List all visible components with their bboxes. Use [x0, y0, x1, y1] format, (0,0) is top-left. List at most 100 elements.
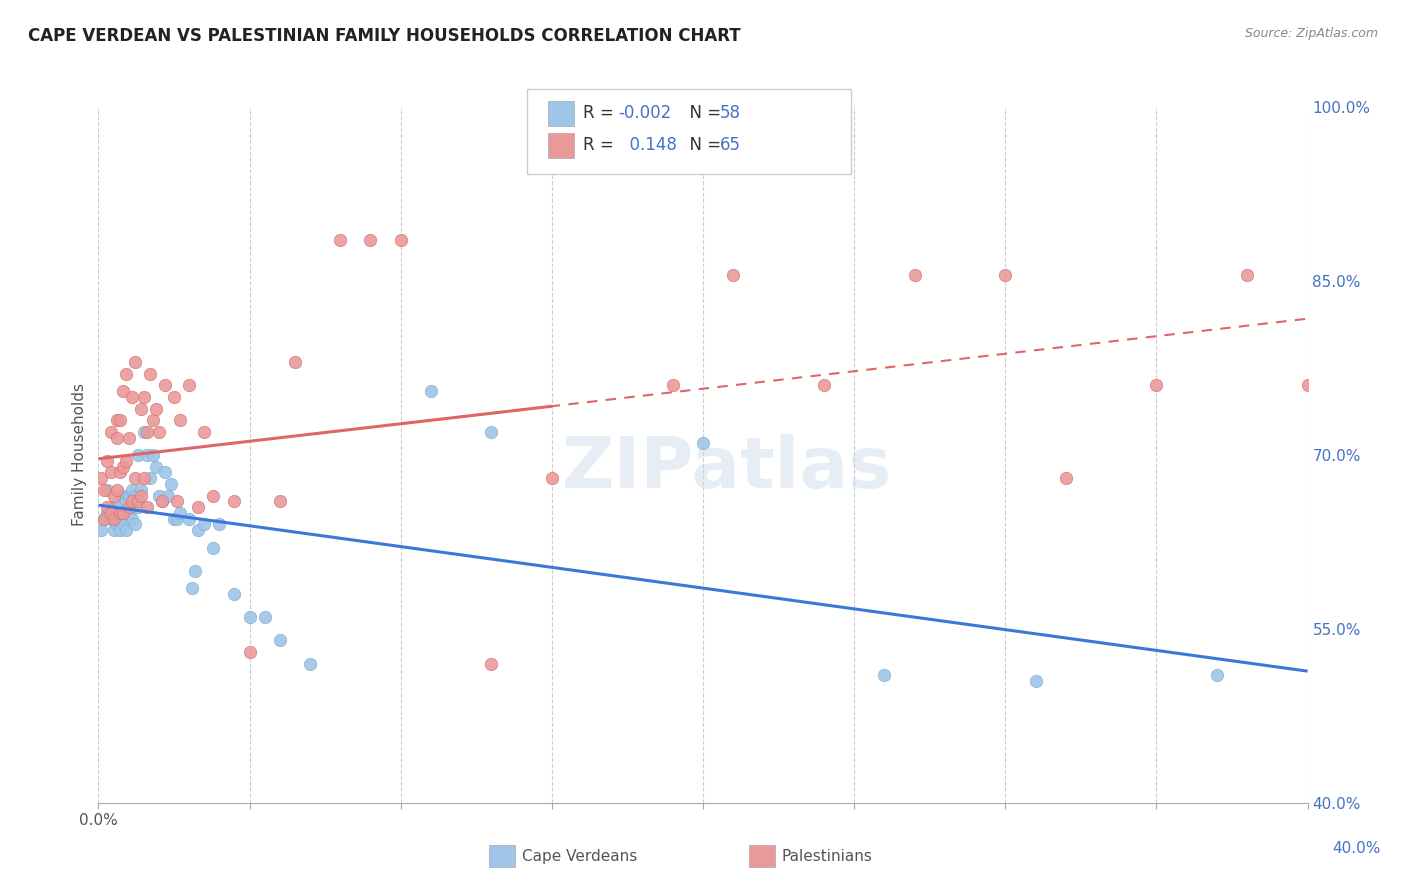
Point — [1054, 471, 1077, 485]
Point — [873, 668, 896, 682]
Point — [1206, 668, 1229, 682]
Point — [389, 233, 412, 247]
Point — [181, 582, 204, 596]
Point — [1024, 674, 1046, 689]
Point — [121, 511, 143, 525]
Point — [111, 506, 134, 520]
Point — [121, 390, 143, 404]
Point — [118, 431, 141, 445]
Point — [481, 657, 503, 671]
Point — [93, 511, 115, 525]
Point — [121, 483, 143, 497]
Point — [481, 425, 503, 439]
Point — [163, 390, 186, 404]
Point — [239, 610, 262, 624]
Point — [662, 378, 685, 392]
Point — [179, 378, 201, 392]
Text: -0.002: -0.002 — [619, 104, 672, 122]
Point — [239, 645, 262, 659]
Point — [187, 523, 209, 537]
Point — [108, 494, 131, 508]
Point — [135, 500, 157, 514]
Point — [187, 500, 209, 514]
Point — [118, 506, 141, 520]
Point — [153, 378, 176, 392]
Point — [96, 453, 118, 467]
Point — [108, 511, 131, 525]
Point — [111, 506, 134, 520]
Point — [420, 384, 443, 398]
Point — [100, 425, 122, 439]
Point — [692, 436, 714, 450]
Point — [114, 523, 136, 537]
Point — [127, 500, 149, 514]
Point — [148, 425, 170, 439]
Point — [169, 413, 191, 427]
Point — [329, 233, 352, 247]
Point — [145, 459, 167, 474]
Point — [150, 494, 173, 508]
Text: 0.148: 0.148 — [619, 136, 676, 154]
Point — [132, 425, 155, 439]
Text: 65: 65 — [720, 136, 741, 154]
Point — [224, 587, 246, 601]
Point — [100, 465, 122, 479]
Point — [540, 471, 562, 485]
Point — [105, 413, 128, 427]
Point — [108, 506, 131, 520]
Point — [142, 413, 165, 427]
Point — [108, 523, 131, 537]
Point — [723, 268, 745, 282]
Point — [105, 483, 128, 497]
Point — [129, 488, 152, 502]
Point — [269, 633, 291, 648]
Point — [253, 610, 276, 624]
Point — [150, 494, 173, 508]
Point — [202, 541, 225, 555]
Point — [90, 523, 112, 537]
Point — [145, 401, 167, 416]
Text: Source: ZipAtlas.com: Source: ZipAtlas.com — [1244, 27, 1378, 40]
Text: CAPE VERDEAN VS PALESTINIAN FAMILY HOUSEHOLDS CORRELATION CHART: CAPE VERDEAN VS PALESTINIAN FAMILY HOUSE… — [28, 27, 741, 45]
Point — [118, 488, 141, 502]
Point — [169, 506, 191, 520]
Point — [166, 494, 188, 508]
Point — [208, 517, 231, 532]
Y-axis label: Family Households: Family Households — [72, 384, 87, 526]
Point — [103, 523, 125, 537]
Point — [153, 465, 176, 479]
Point — [284, 355, 307, 369]
Point — [224, 494, 246, 508]
Point — [179, 511, 201, 525]
Point — [100, 506, 122, 520]
Text: Palestinians: Palestinians — [782, 849, 873, 863]
Point — [108, 413, 131, 427]
Point — [105, 431, 128, 445]
Point — [103, 488, 125, 502]
Point — [114, 494, 136, 508]
Point — [132, 471, 155, 485]
Text: Cape Verdeans: Cape Verdeans — [522, 849, 637, 863]
Point — [100, 511, 122, 525]
Text: N =: N = — [679, 104, 727, 122]
Point — [127, 494, 149, 508]
Point — [105, 517, 128, 532]
Point — [103, 511, 125, 525]
Text: ZIPatlas: ZIPatlas — [562, 434, 893, 503]
Point — [184, 564, 207, 578]
Point — [193, 517, 215, 532]
Point — [163, 511, 186, 525]
Point — [124, 488, 146, 502]
Point — [103, 500, 125, 514]
Point — [202, 488, 225, 502]
Point — [96, 500, 118, 514]
Point — [93, 483, 115, 497]
Point — [139, 471, 162, 485]
Point — [108, 465, 131, 479]
Point — [269, 494, 291, 508]
Point — [1296, 378, 1319, 392]
Point — [103, 511, 125, 525]
Point — [93, 511, 115, 525]
Point — [1236, 268, 1258, 282]
Point — [135, 425, 157, 439]
